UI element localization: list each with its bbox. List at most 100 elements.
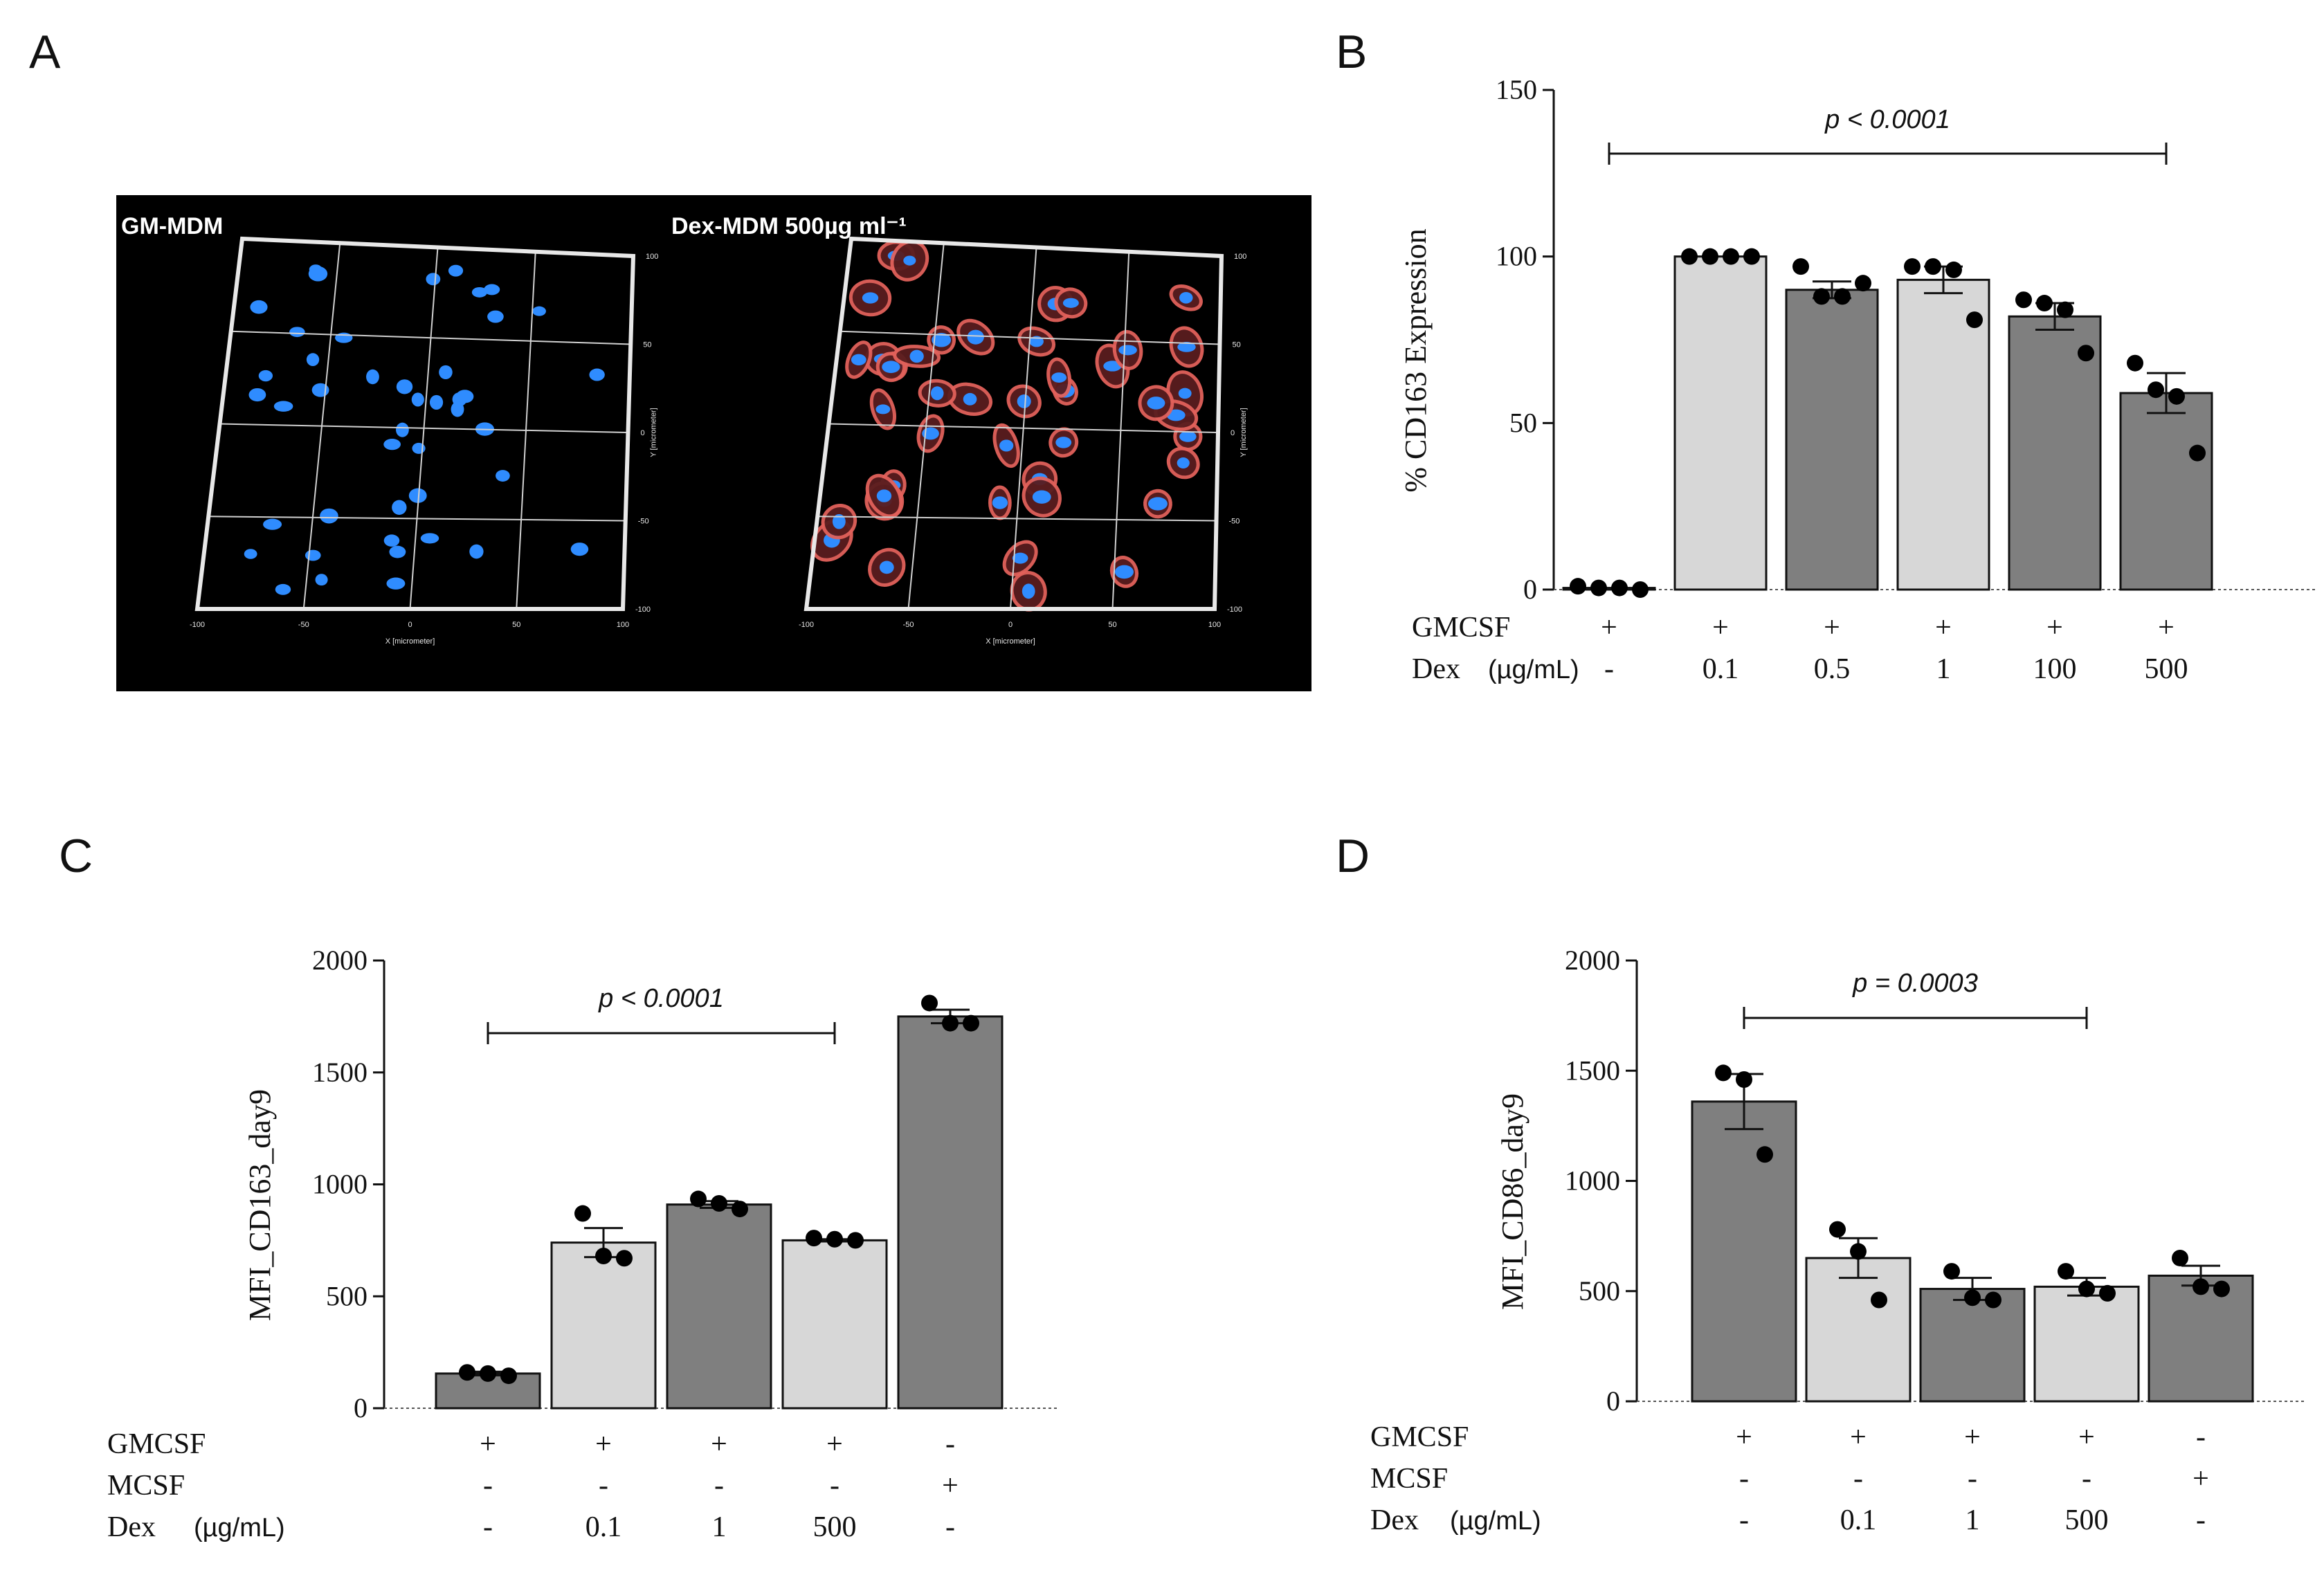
y-tick-label: 0	[641, 429, 645, 437]
cell-nucleus	[876, 489, 892, 502]
microscopy-background	[116, 195, 1311, 691]
condition-value: -	[599, 1470, 608, 1502]
condition-value: +	[826, 1428, 843, 1460]
data-point	[826, 1230, 843, 1248]
grid-line	[1111, 251, 1130, 610]
cell-nucleus	[1179, 430, 1197, 442]
cell-nucleus	[1148, 497, 1168, 511]
condition-value: 500	[2145, 653, 2188, 685]
cell-nucleus	[1147, 397, 1165, 410]
x-tick-label: 100	[617, 621, 629, 629]
y-tick-label: 1500	[1565, 1055, 1620, 1086]
condition-value: +	[595, 1428, 612, 1460]
cell-nucleus	[967, 329, 984, 345]
data-point	[1570, 578, 1586, 595]
data-point	[1855, 275, 1871, 292]
condition-value: -	[2196, 1421, 2206, 1453]
data-point	[1792, 258, 1809, 275]
data-point	[942, 1014, 959, 1032]
bar	[2033, 1285, 2140, 1403]
cell-nucleus	[429, 394, 444, 410]
y-tick-label: 150	[1496, 74, 1537, 105]
bar	[1785, 289, 1879, 591]
data-point	[1829, 1221, 1846, 1238]
data-point	[1590, 579, 1607, 597]
cell-nucleus	[306, 353, 320, 367]
y-tick-label: -50	[638, 518, 649, 526]
y-tick-label: 0	[1523, 574, 1537, 605]
significance-label: p < 0.0001	[598, 984, 724, 1013]
cell-nucleus	[851, 354, 866, 366]
bar	[666, 1203, 772, 1410]
data-point	[574, 1205, 591, 1222]
data-point	[1850, 1243, 1867, 1260]
cell-nucleus	[992, 496, 1008, 509]
x-axis-label: X [micrometer]	[385, 637, 435, 646]
condition-value: 0.1	[1703, 653, 1739, 685]
condition-value: -	[714, 1470, 724, 1502]
condition-value: -	[1853, 1463, 1863, 1495]
data-point	[2172, 1249, 2188, 1266]
condition-value: +	[1850, 1421, 1867, 1453]
cell-nucleus	[1051, 372, 1067, 383]
cell-nucleus	[320, 508, 338, 524]
condition-value: 500	[813, 1511, 857, 1543]
cell-nucleus	[389, 545, 406, 558]
cell-nucleus	[963, 392, 977, 406]
y-tick-label: 50	[1233, 341, 1241, 349]
data-point	[2078, 1280, 2095, 1298]
cell-nucleus	[258, 370, 273, 382]
data-point	[2057, 301, 2073, 318]
y-tick-label: 500	[1579, 1275, 1620, 1307]
panel-letter-a: A	[29, 26, 61, 78]
cell-nucleus	[244, 549, 257, 559]
data-point	[616, 1250, 633, 1267]
cell-nucleus	[396, 379, 413, 394]
condition-value: +	[1601, 612, 1617, 644]
condition-value: 500	[2065, 1504, 2109, 1536]
cell-nucleus	[1012, 552, 1028, 564]
data-point	[732, 1201, 748, 1218]
cell-nucleus	[1118, 345, 1137, 356]
grid-line	[208, 516, 626, 522]
condition-value: 0.1	[1840, 1504, 1877, 1536]
cell-nucleus	[862, 292, 879, 304]
x-axis-label: X [micrometer]	[986, 637, 1035, 646]
condition-row-unit: (µg/mL)	[1450, 1506, 1541, 1536]
data-point	[2015, 291, 2032, 309]
chart-b: 0 50 100 150 % CD163 Expression p < 0.0001 GMC…	[1399, 74, 2315, 685]
cell-nucleus	[487, 310, 504, 323]
condition-value: +	[1736, 1421, 1752, 1453]
cell-nucleus	[471, 286, 487, 298]
condition-value: +	[480, 1428, 496, 1460]
condition-row-label: GMCSF	[1370, 1421, 1469, 1453]
data-point	[595, 1248, 612, 1265]
condition-value: +	[2078, 1421, 2095, 1453]
condition-value: 0.1	[585, 1511, 622, 1543]
data-point	[1834, 288, 1851, 305]
microscopy-left-view: -100 -50 0 50 100 100 50 0 -50 -100 X [micrometer]…	[190, 236, 658, 646]
cell-nucleus	[570, 543, 589, 556]
condition-value: -	[1739, 1504, 1749, 1536]
cell-nucleus	[903, 255, 916, 266]
y-tick-label: 2000	[312, 945, 367, 976]
condition-value: -	[945, 1428, 955, 1460]
cell-nucleus	[408, 488, 427, 503]
y-tick-label: 100	[1234, 253, 1246, 261]
condition-value: 0.5	[1814, 653, 1851, 685]
condition-value: +	[2193, 1463, 2209, 1495]
cell-nucleus	[386, 577, 406, 590]
data-point	[1925, 258, 1941, 275]
x-tick-label: 50	[1108, 621, 1116, 629]
y-tick-label: 50	[643, 341, 651, 349]
bar	[781, 1239, 888, 1410]
condition-row-label: MCSF	[1370, 1463, 1448, 1495]
y-axis-label: Y [micrometer]	[1240, 408, 1248, 457]
y-tick-label: 500	[326, 1280, 367, 1311]
cell-nucleus	[309, 264, 323, 275]
condition-value: -	[945, 1511, 955, 1543]
cell-nucleus	[412, 442, 426, 454]
condition-row-unit: (µg/mL)	[1488, 655, 1579, 684]
